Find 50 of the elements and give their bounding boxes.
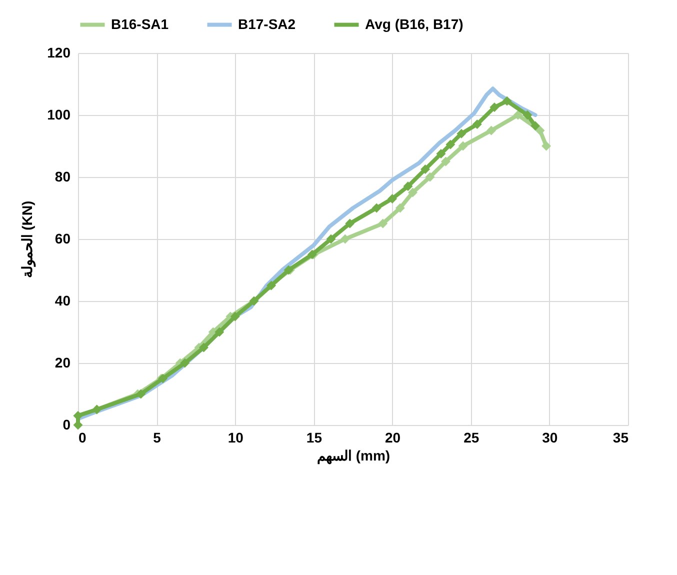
point <box>456 128 466 138</box>
point <box>345 218 355 228</box>
point <box>408 188 418 198</box>
legend-label: Avg (B16, B17) <box>365 16 464 32</box>
point <box>230 312 240 322</box>
x-tick-label: 10 <box>228 430 244 446</box>
point <box>530 121 540 131</box>
point <box>472 120 482 130</box>
y-tick-label: 40 <box>54 292 71 308</box>
x-tick-label: 5 <box>153 430 162 446</box>
point <box>372 203 382 213</box>
x-tick-label: 20 <box>384 430 401 446</box>
point <box>378 218 388 228</box>
legend-label: B17-SA2 <box>238 16 296 32</box>
point <box>458 141 468 151</box>
point <box>502 96 512 106</box>
point <box>136 389 146 399</box>
x-tick-label: 15 <box>306 430 322 446</box>
x-tick-label: 35 <box>612 430 629 446</box>
point <box>340 234 350 244</box>
point <box>446 140 456 150</box>
point <box>436 149 446 158</box>
y-tick-label: 100 <box>47 106 71 122</box>
y-tick-label: 120 <box>47 44 71 60</box>
y-axis-title: الحمولة (KN) <box>19 200 36 278</box>
point <box>420 164 430 174</box>
x-axis-title: السهم (mm) <box>316 448 390 464</box>
y-tick-label: 80 <box>54 168 71 184</box>
point <box>425 172 435 182</box>
point <box>440 156 450 166</box>
point <box>326 234 336 244</box>
point <box>522 110 532 120</box>
point <box>180 358 190 368</box>
point <box>486 126 496 136</box>
x-tick-label: 30 <box>542 430 558 446</box>
point <box>535 126 545 136</box>
point <box>214 327 224 337</box>
point <box>542 141 552 151</box>
y-tick-label: 60 <box>54 230 71 246</box>
legend-label: B16-SA1 <box>111 16 169 32</box>
point <box>513 110 523 120</box>
x-tick-label: 0 <box>78 430 86 446</box>
y-tick-label: 0 <box>62 416 71 432</box>
y-tick-label: 20 <box>54 354 71 370</box>
x-tick-label: 25 <box>464 430 480 446</box>
point <box>198 342 208 352</box>
point <box>403 182 413 192</box>
point <box>395 203 405 213</box>
point <box>490 102 500 112</box>
point <box>388 194 398 204</box>
